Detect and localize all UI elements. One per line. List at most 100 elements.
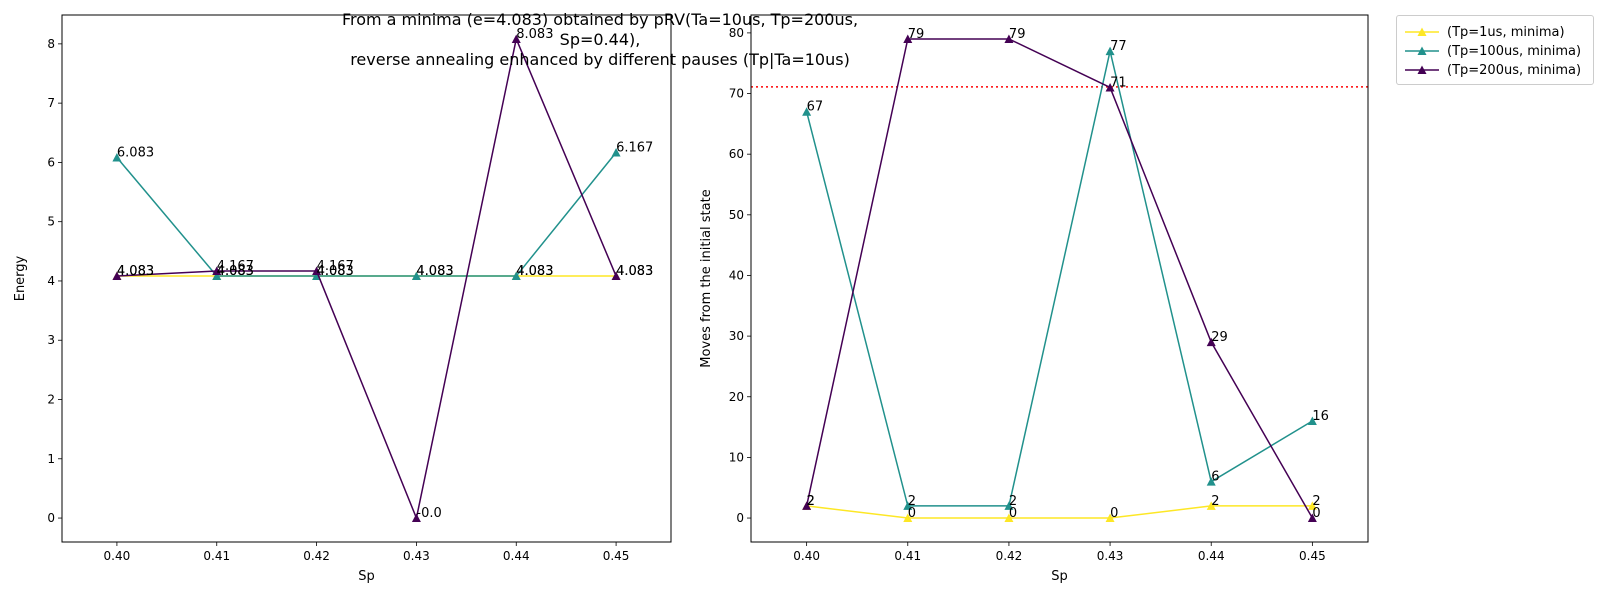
data-label: 29 [1211,330,1228,345]
data-label: 67 [807,100,824,115]
y-tick-label: 5 [47,215,55,229]
suptitle-line-2: reverse annealing enhanced by different … [350,50,850,69]
data-label: 2 [1312,494,1320,509]
data-label: 2 [807,494,815,509]
suptitle-line-1: From a minima (e=4.083) obtained by pRV(… [341,10,859,49]
x-tick-label: 0.41 [203,549,230,563]
y-tick-label: 10 [729,450,744,464]
data-label: 4.083 [317,264,354,279]
series-line [116,36,617,521]
data-point [1105,82,1115,92]
data-point [611,148,621,157]
data-point [1206,501,1216,510]
legend-label-tp100: (Tp=100us, minima) [1447,43,1582,59]
x-tick-label: 0.44 [503,549,530,563]
data-point [1004,513,1014,523]
data-label: 2 [807,494,815,509]
legend-item-tp200: (Tp=200us, minima) [1405,60,1581,80]
data-point [903,513,913,523]
x-tick-label: 0.40 [793,549,820,563]
data-label: 79 [908,27,925,42]
data-label: 4.167 [217,259,254,274]
data-label: 77 [1110,39,1127,54]
data-point [802,501,812,510]
legend: (Tp=1us, minima) (Tp=100us, minima) (Tp=… [1396,15,1594,85]
data-point [511,34,521,43]
legend-item-tp1: (Tp=1us, minima) [1405,22,1565,42]
data-label: 4.083 [616,264,653,279]
data-label: 4.083 [117,264,154,279]
legend-marker-tp200 [1405,65,1439,74]
data-point [1004,501,1014,510]
data-label: 8.083 [516,27,553,42]
data-label: 4.083 [217,264,254,279]
y-tick-label: 0 [736,511,744,525]
data-label: 0 [1312,506,1320,521]
data-point [411,513,421,523]
x-tick-label: 0.44 [1198,549,1225,563]
y-tick-label: 60 [729,147,744,161]
legend-item-tp100: (Tp=100us, minima) [1405,41,1581,61]
x-tick-label: 0.41 [894,549,921,563]
y-tick-label: 8 [47,37,55,51]
data-label: -0.0 [416,506,441,521]
moves-chart: 0.40 0.41 0.42 0.43 0.44 0.450102030405060708… [699,14,1369,584]
y-tick-label: 80 [729,26,744,40]
figure-suptitle: From a minima (e=4.083) obtained by pRV(… [300,10,900,70]
x-tick-label: 0.43 [403,549,430,563]
x-tick-label: 0.42 [303,549,330,563]
data-point [1206,477,1216,486]
y-tick-label: 6 [47,155,55,169]
data-point [112,152,122,162]
data-label: 71 [1110,75,1127,90]
data-label: 4.083 [217,264,254,279]
y-tick-label: 30 [729,329,744,343]
y-tick-label: 1 [47,452,55,466]
data-point [1307,513,1317,523]
data-label: 0 [908,506,916,521]
data-point [1004,34,1014,43]
x-tick-label: 0.43 [1097,549,1124,563]
data-point [212,271,222,281]
x-tick-label: 0.45 [1299,549,1326,563]
y-tick-label: 3 [47,333,55,347]
x-tick-label: 0.42 [996,549,1023,563]
data-label: 6.167 [616,141,653,156]
y-tick-label: 2 [47,393,55,407]
y-tick-label: 20 [729,390,744,404]
data-label: 4.083 [317,264,354,279]
data-label: 4.167 [317,259,354,274]
data-label: 0 [1009,506,1017,521]
legend-label-tp200: (Tp=200us, minima) [1447,62,1582,78]
data-point [511,271,521,281]
data-label: 16 [1312,409,1329,424]
data-point [1206,337,1216,347]
x-tick-label: 0.45 [603,549,630,563]
y-tick-label: 50 [729,208,744,222]
y-tick-label: 4 [47,274,55,288]
data-label: 4.083 [416,264,453,279]
data-point [903,501,913,510]
data-label: 0 [1110,506,1118,521]
data-point [212,266,222,276]
energy-chart: 0.40 0.41 0.42 0.43 0.44 0.45 0 1 2 3 4 5 6 7 8 Sp Energ… [13,14,672,584]
y-axis-label: Energy [13,255,28,301]
data-label: 4.083 [516,264,553,279]
data-point [903,34,913,43]
data-point [1105,513,1115,523]
y-tick-label: 7 [47,96,55,110]
data-label: 6.083 [117,145,154,160]
data-point [312,266,322,276]
data-label: 4.083 [117,264,154,279]
data-label: 79 [1009,27,1026,42]
data-point [1307,501,1317,510]
legend-marker-tp100 [1405,46,1439,55]
data-label: 2 [1211,494,1219,509]
data-label: 4.083 [516,264,553,279]
x-axis-label: Sp [1051,569,1068,584]
legend-label-tp1: (Tp=1us, minima) [1447,24,1565,40]
data-point [1105,46,1115,56]
data-label: 2 [1009,494,1017,509]
y-tick-label: 40 [729,268,744,282]
